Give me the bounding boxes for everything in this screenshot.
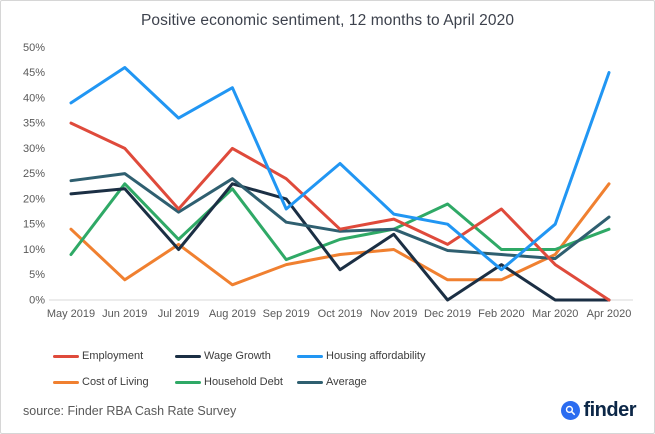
y-axis-tick: 15% — [23, 219, 45, 231]
legend-swatch-wage-growth — [175, 354, 201, 358]
magnifier-icon — [561, 401, 581, 420]
y-axis-tick: 10% — [23, 244, 45, 256]
legend-item-housing-affordability: Housing affordability — [297, 349, 425, 363]
finder-logo: finder — [561, 399, 636, 422]
x-axis-label: Aug 2019 — [209, 308, 256, 320]
y-axis-tick: 30% — [23, 143, 45, 155]
y-axis-tick: 0% — [29, 295, 45, 307]
line-chart-canvas: 50% 45% 40% 35% 30% 25% 20% 15% 10% 5% 0%May 2019 J… — [23, 42, 633, 320]
x-axis-label: Oct 2019 — [318, 308, 363, 320]
x-axis-label: Sep 2019 — [263, 308, 310, 320]
series-line-household-debt — [69, 182, 611, 262]
y-axis-tick: 35% — [23, 118, 45, 130]
legend-item-wage-growth: Wage Growth — [175, 349, 297, 363]
legend-item-average: Average — [297, 375, 425, 389]
y-axis-tick: 45% — [23, 67, 45, 79]
legend-label-average: Average — [326, 376, 367, 388]
legend-swatch-employment — [53, 354, 79, 358]
series-line-employment — [69, 121, 611, 302]
x-axis-label: Feb 2020 — [478, 308, 524, 320]
legend-swatch-average — [297, 380, 323, 384]
x-axis-label: Mar 2020 — [532, 308, 578, 320]
chart-legend: Employment Wage Growth Housing affordabili… — [53, 349, 425, 389]
series-line-wage-growth — [69, 182, 611, 302]
x-axis-label: May 2019 — [47, 308, 95, 320]
x-axis-label: Apr 2020 — [587, 308, 632, 320]
source-text: source: Finder RBA Cash Rate Survey — [23, 404, 237, 418]
finder-logo-text: finder — [583, 399, 636, 421]
legend-item-employment: Employment — [53, 349, 175, 363]
legend-label-housing-affordability: Housing affordability — [326, 350, 426, 362]
x-axis-label: Nov 2019 — [370, 308, 417, 320]
y-axis-tick: 40% — [23, 92, 45, 104]
series-line-cost-of-living — [69, 182, 611, 287]
legend-swatch-cost-of-living — [53, 380, 79, 384]
legend-label-employment: Employment — [82, 350, 144, 362]
x-axis-label: Dec 2019 — [424, 308, 471, 320]
legend-swatch-housing-affordability — [297, 354, 323, 358]
y-axis-tick: 20% — [23, 193, 45, 205]
series-line-housing-affordability — [69, 66, 611, 272]
y-axis-tick: 50% — [23, 42, 45, 54]
legend-label-cost-of-living: Cost of Living — [82, 376, 149, 388]
y-axis-tick: 5% — [29, 269, 45, 281]
x-axis-label: Jun 2019 — [102, 308, 147, 320]
legend-item-cost-of-living: Cost of Living — [53, 375, 175, 389]
legend-label-wage-growth: Wage Growth — [204, 350, 271, 362]
chart-title: Positive economic sentiment, 12 months t… — [140, 12, 515, 29]
legend-item-household-debt: Household Debt — [175, 375, 297, 389]
legend-label-household-debt: Household Debt — [204, 376, 283, 388]
legend-swatch-household-debt — [175, 380, 201, 384]
x-axis-label: Jul 2019 — [158, 308, 200, 320]
y-axis-tick: 25% — [23, 168, 45, 180]
